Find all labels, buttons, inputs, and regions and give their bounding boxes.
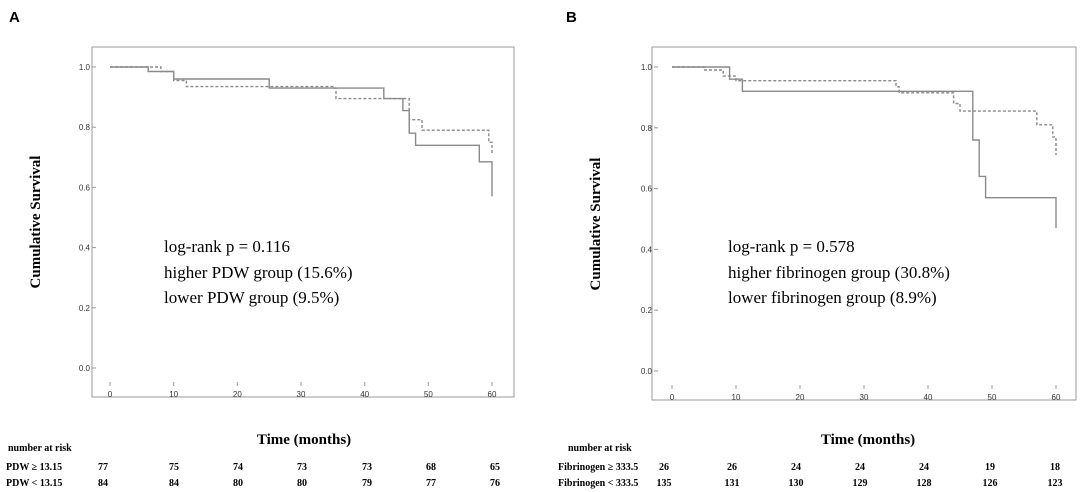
panel-a-y-tick-label: 0.2 — [79, 304, 91, 313]
panel-a: A Cumulative Survival Time (months) log-… — [6, 9, 515, 489]
panel-b-risk-count: 130 — [789, 478, 804, 489]
panel-a-plot-frame — [91, 46, 515, 398]
panel-a-survival-curve-lower-group — [110, 66, 493, 155]
panel-b-risk-row-label: Fibrinogen ≥ 333.5 — [558, 462, 638, 473]
panel-a-axis-ticks: 0 10 20 30 40 50 60 0.0 0.2 0.4 0.6 0.8 1.0 — [79, 63, 497, 399]
panel-b-x-tick-label: 60 — [1052, 393, 1061, 402]
panel-a-lower-group-annotation: lower PDW group (9.5%) — [164, 288, 339, 307]
panel-b-risk-count: 24 — [919, 462, 929, 473]
panel-b-x-tick-label: 20 — [796, 393, 805, 402]
panel-b-survival-curve-higher-group — [672, 66, 1057, 229]
panel-b-x-axis-label: Time (months) — [821, 432, 915, 448]
panel-b-risk-table-title: number at risk — [568, 443, 632, 454]
panel-a-series-group — [110, 66, 493, 197]
panel-a-y-tick-label: 0.0 — [79, 364, 91, 373]
panel-b-risk-count: 131 — [725, 478, 740, 489]
panel-a-x-tick-label: 30 — [297, 390, 306, 399]
panel-a-x-tick-label: 60 — [488, 390, 497, 399]
panel-a-y-tick-label: 0.6 — [79, 183, 91, 192]
panel-a-letter: A — [9, 9, 20, 26]
panel-a-y-axis-label: Cumulative Survival — [28, 156, 44, 289]
panel-b-risk-count: 126 — [983, 478, 998, 489]
panel-b-logrank-annotation: log-rank p = 0.578 — [728, 237, 855, 256]
panel-b-risk-count: 18 — [1050, 462, 1060, 473]
panel-b-y-tick-label: 0.2 — [641, 306, 653, 315]
panel-a-risk-count: 73 — [297, 462, 307, 473]
panel-b-risk-values: 26 26 24 24 24 19 18 135 131 130 129 128 126 123 — [657, 462, 1063, 489]
panel-b-risk-count: 135 — [657, 478, 672, 489]
panel-b-risk-count: 26 — [659, 462, 669, 473]
panel-b-y-tick-label: 1.0 — [641, 63, 653, 72]
panel-a-x-tick-label: 10 — [169, 390, 178, 399]
panel-b-y-tick-label: 0.8 — [641, 124, 653, 133]
panel-b-x-tick-label: 10 — [732, 393, 741, 402]
panel-a-risk-count: 65 — [490, 462, 500, 473]
panel-b-lower-group-annotation: lower fibrinogen group (8.9%) — [728, 288, 937, 307]
panel-a-risk-count: 84 — [98, 478, 108, 489]
panel-b-survival-curve-lower-group — [672, 66, 1057, 156]
panel-b-higher-group-annotation: higher fibrinogen group (30.8%) — [728, 263, 950, 282]
panel-b-y-axis-label: Cumulative Survival — [588, 158, 604, 291]
panel-a-risk-count: 77 — [426, 478, 436, 489]
panel-a-survival-curve-higher-group — [110, 66, 493, 197]
panel-a-risk-count: 73 — [362, 462, 372, 473]
panel-a-risk-count: 74 — [233, 462, 243, 473]
panel-a-risk-count: 76 — [490, 478, 500, 489]
panel-a-risk-count: 84 — [169, 478, 179, 489]
panel-b-risk-count: 129 — [853, 478, 868, 489]
panel-a-x-tick-label: 0 — [108, 390, 113, 399]
panel-b-x-tick-label: 0 — [670, 393, 675, 402]
panel-a-y-tick-label: 0.4 — [79, 244, 91, 253]
panel-a-risk-count: 68 — [426, 462, 436, 473]
panel-b-risk-count: 123 — [1048, 478, 1063, 489]
panel-b-y-tick-label: 0.0 — [641, 367, 653, 376]
panel-b-y-tick-label: 0.6 — [641, 185, 653, 194]
panel-b-risk-count: 26 — [727, 462, 737, 473]
panel-b-risk-row-label: Fibrinogen < 333.5 — [558, 478, 638, 489]
panel-a-higher-group-annotation: higher PDW group (15.6%) — [164, 263, 353, 282]
panel-a-y-tick-label: 0.8 — [79, 123, 91, 132]
panel-b-axis-ticks: 0 10 20 30 40 50 60 0.0 0.2 0.4 0.6 0.8 1.0 — [641, 63, 1061, 402]
panel-b-x-tick-label: 30 — [860, 393, 869, 402]
panel-a-risk-count: 80 — [297, 478, 307, 489]
panel-b-x-tick-label: 50 — [988, 393, 997, 402]
panel-a-x-tick-label: 50 — [424, 390, 433, 399]
panel-b-x-tick-label: 40 — [924, 393, 933, 402]
panel-a-x-axis-label: Time (months) — [257, 432, 351, 448]
panel-a-risk-count: 75 — [169, 462, 179, 473]
panel-a-risk-table-title: number at risk — [8, 443, 72, 454]
panel-a-y-tick-label: 1.0 — [79, 63, 91, 72]
panel-b-y-tick-label: 0.4 — [641, 245, 653, 254]
panel-a-x-tick-label: 20 — [233, 390, 242, 399]
panel-b-plot-frame — [651, 46, 1077, 401]
panel-b-risk-count: 19 — [985, 462, 995, 473]
panel-a-logrank-annotation: log-rank p = 0.116 — [164, 237, 290, 256]
panel-a-risk-count: 79 — [362, 478, 372, 489]
panel-b-risk-count: 24 — [791, 462, 801, 473]
panel-a-risk-count: 80 — [233, 478, 243, 489]
panel-a-x-tick-label: 40 — [360, 390, 369, 399]
panel-b-risk-count: 128 — [917, 478, 932, 489]
panel-a-risk-values: 77 75 74 73 73 68 65 84 84 80 80 79 77 76 — [98, 462, 500, 489]
panel-b-series-group — [672, 66, 1057, 229]
panel-b: B Cumulative Survival Time (months) log-… — [558, 9, 1077, 489]
panel-a-risk-row-label: PDW ≥ 13.15 — [6, 462, 62, 473]
panel-b-risk-count: 24 — [855, 462, 865, 473]
panel-b-letter: B — [566, 9, 577, 26]
panel-a-risk-row-label: PDW < 13.15 — [6, 478, 62, 489]
panel-a-risk-count: 77 — [98, 462, 108, 473]
